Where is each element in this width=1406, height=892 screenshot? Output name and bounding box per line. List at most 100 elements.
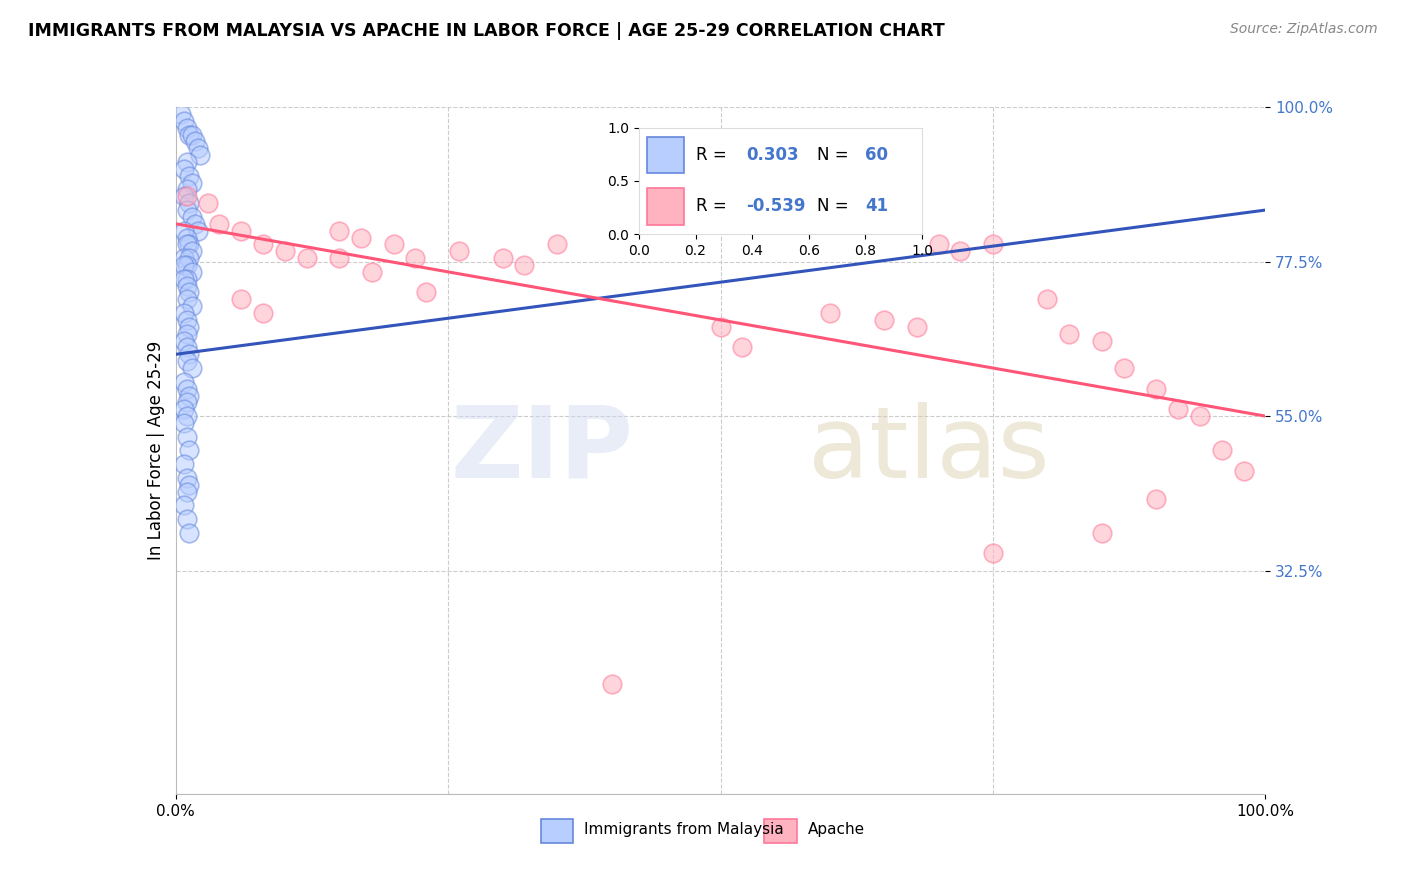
Point — [173, 189, 195, 203]
Point — [176, 326, 198, 341]
Point — [176, 354, 198, 368]
Point — [176, 484, 198, 499]
Point — [176, 189, 198, 203]
Point — [176, 382, 198, 396]
Point — [181, 128, 204, 142]
Text: IMMIGRANTS FROM MALAYSIA VS APACHE IN LABOR FORCE | AGE 25-29 CORRELATION CHART: IMMIGRANTS FROM MALAYSIA VS APACHE IN LA… — [28, 22, 945, 40]
Point — [949, 244, 972, 259]
Point — [350, 230, 373, 244]
Point — [177, 285, 200, 300]
Point — [1189, 409, 1212, 423]
Point — [173, 306, 195, 320]
Point — [177, 251, 200, 265]
Point — [197, 196, 219, 211]
Point — [176, 340, 198, 354]
Point — [231, 293, 253, 307]
Point — [447, 244, 470, 259]
Point — [415, 285, 437, 300]
Point — [173, 457, 195, 471]
Point — [177, 388, 200, 402]
Point — [1144, 382, 1167, 396]
Point — [818, 306, 841, 320]
Point — [252, 237, 274, 252]
Point — [181, 176, 204, 190]
Point — [173, 161, 195, 176]
Text: ZIP: ZIP — [450, 402, 633, 499]
Point — [1091, 525, 1114, 540]
Point — [1057, 326, 1080, 341]
Point — [1167, 402, 1189, 417]
Point — [181, 299, 204, 313]
Point — [905, 319, 928, 334]
Text: Source: ZipAtlas.com: Source: ZipAtlas.com — [1230, 22, 1378, 37]
Point — [181, 361, 204, 376]
Point — [231, 224, 253, 238]
Point — [177, 347, 200, 361]
Point — [513, 258, 536, 272]
Point — [170, 107, 193, 121]
Point — [177, 128, 200, 142]
Point — [928, 237, 950, 252]
Point — [405, 251, 427, 265]
Point — [546, 237, 568, 252]
Point — [492, 251, 515, 265]
Point — [1091, 334, 1114, 348]
Point — [176, 409, 198, 423]
Point — [981, 546, 1004, 561]
Point — [208, 217, 231, 231]
Point — [176, 313, 198, 327]
Point — [1211, 443, 1233, 458]
Point — [360, 265, 382, 279]
Point — [177, 319, 200, 334]
Point — [181, 265, 204, 279]
Point — [173, 251, 195, 265]
Point — [1112, 361, 1135, 376]
Point — [181, 244, 204, 259]
Point — [176, 395, 198, 409]
Point — [177, 525, 200, 540]
Point — [600, 677, 623, 691]
Point — [731, 340, 754, 354]
Point — [295, 251, 318, 265]
Point — [173, 334, 195, 348]
Point — [328, 224, 350, 238]
Point — [981, 237, 1004, 252]
Point — [176, 278, 198, 293]
Point — [873, 313, 896, 327]
Point — [188, 148, 211, 162]
Point — [176, 430, 198, 444]
Point — [173, 271, 195, 285]
Point — [1232, 464, 1256, 478]
Point — [176, 293, 198, 307]
Point — [184, 134, 207, 148]
Point — [710, 319, 733, 334]
Point — [177, 478, 200, 492]
Point — [173, 224, 195, 238]
Point — [176, 258, 198, 272]
Point — [274, 244, 297, 259]
Point — [176, 182, 198, 196]
Point — [176, 512, 198, 526]
Text: atlas: atlas — [807, 402, 1049, 499]
Point — [173, 375, 195, 389]
Point — [176, 155, 198, 169]
Point — [177, 169, 200, 183]
Point — [176, 471, 198, 485]
Point — [1036, 293, 1059, 307]
Point — [328, 251, 350, 265]
Point — [173, 258, 195, 272]
Point — [186, 224, 209, 238]
Point — [173, 402, 195, 417]
Point — [252, 306, 274, 320]
Y-axis label: In Labor Force | Age 25-29: In Labor Force | Age 25-29 — [146, 341, 165, 560]
Point — [176, 203, 198, 218]
Point — [177, 443, 200, 458]
Point — [382, 237, 405, 252]
Point — [173, 113, 195, 128]
Point — [177, 196, 200, 211]
Point — [176, 230, 198, 244]
Point — [176, 237, 198, 252]
Point — [173, 499, 195, 513]
Point — [176, 120, 198, 135]
Point — [1144, 491, 1167, 506]
